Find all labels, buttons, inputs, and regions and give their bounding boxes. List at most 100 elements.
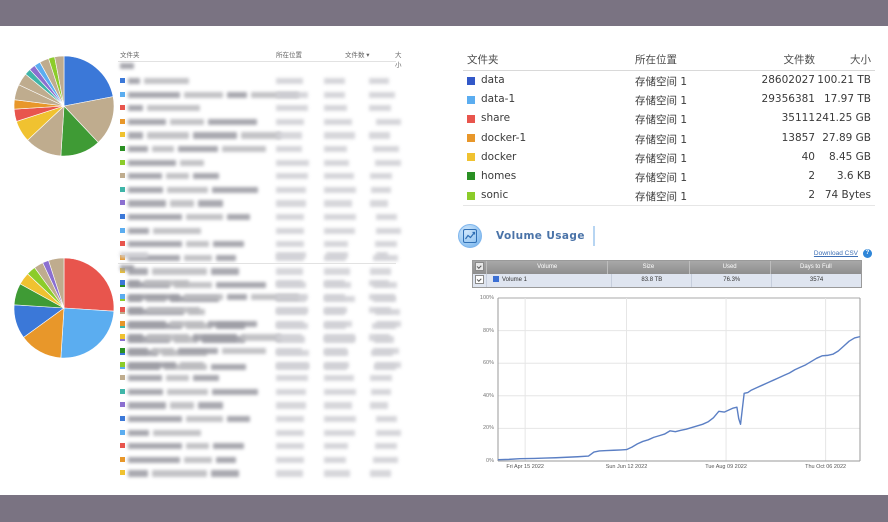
cell-file-count: 29356381: [761, 93, 815, 106]
volume-usage-tab[interactable]: Volume Usage: [488, 226, 595, 246]
left-column-header[interactable]: 所在位置: [276, 52, 302, 59]
column-header-size[interactable]: 大小: [850, 54, 871, 66]
left-column-header[interactable]: 大小: [395, 52, 402, 69]
redacted-text: [144, 280, 189, 287]
redacted-text: [222, 146, 266, 153]
redacted-text: [369, 293, 395, 300]
left-table-row[interactable]: [118, 358, 401, 372]
y-axis-tick-label: 60%: [482, 360, 494, 367]
row-color-swatch: [467, 134, 475, 143]
redacted-text: [370, 402, 389, 409]
select-all-checkbox-cell[interactable]: [473, 261, 487, 274]
left-table-row[interactable]: [118, 237, 398, 251]
column-header-volume-used[interactable]: Used: [690, 261, 771, 274]
left-column-header[interactable]: 文件数 ▾: [345, 52, 370, 59]
redacted-text: [169, 118, 204, 125]
redacted-text: [169, 402, 194, 409]
left-table-row[interactable]: [118, 183, 396, 197]
cell-location: 存储空间 1: [635, 191, 688, 204]
info-help-icon[interactable]: ?: [863, 249, 872, 258]
redacted-text: [128, 105, 144, 112]
redacted-text: [226, 91, 248, 98]
left-column-header[interactable]: 文件夹: [120, 52, 140, 59]
redacted-text: [369, 91, 395, 98]
cell-volume-used: 76.3%: [692, 274, 773, 287]
left-table-row[interactable]: [118, 88, 396, 102]
redacted-text: [128, 361, 177, 368]
table-row[interactable]: homes 存储空间 1 2 3.6 KB: [463, 167, 875, 186]
redacted-text: [375, 214, 398, 221]
redacted-text: [372, 348, 399, 355]
left-table-row[interactable]: [118, 276, 396, 290]
pie-slice: [63, 96, 115, 143]
download-csv-link[interactable]: Download CSV: [813, 250, 858, 257]
table-row[interactable]: docker 存储空间 1 40 8.45 GB: [463, 148, 875, 167]
folder-size-pie-chart-top: [13, 55, 115, 157]
redacted-text: [324, 348, 347, 355]
column-header-days-to-full[interactable]: Days to Full: [800, 264, 832, 270]
cell-folder-name: docker: [481, 150, 517, 163]
cell-size: 27.89 GB: [822, 131, 871, 144]
left-table-row[interactable]: [118, 224, 401, 238]
redacted-text: [371, 388, 392, 395]
page-content: 文件夹 所在位置 文件数 ▾ 大小 文件夹 所在位置 文件数 大小 data 存储空间 …: [0, 26, 888, 495]
left-table-row[interactable]: [118, 74, 396, 88]
redacted-text: [211, 268, 239, 275]
redacted-text: [370, 200, 389, 207]
left-table-row[interactable]: [118, 412, 398, 426]
left-table-row[interactable]: [118, 142, 399, 156]
row-color-swatch: [120, 227, 125, 233]
left-table-row[interactable]: [118, 115, 401, 129]
y-axis-tick-label: 80%: [482, 327, 494, 334]
redacted-text: [276, 456, 304, 463]
left-table-row[interactable]: [118, 196, 396, 210]
row-color-swatch: [120, 159, 125, 165]
redacted-text: [251, 91, 300, 98]
left-table-row[interactable]: [118, 344, 399, 358]
left-table-row[interactable]: [118, 439, 398, 453]
row-checkbox-cell[interactable]: [473, 274, 487, 287]
left-table-row[interactable]: [118, 303, 396, 317]
volume-table-row[interactable]: Volume 1 83.8 TB 76.3% 3574: [473, 274, 861, 287]
left-table-row[interactable]: [118, 317, 401, 331]
left-table-row[interactable]: [118, 385, 396, 399]
left-table-row[interactable]: [118, 210, 398, 224]
left-table-row[interactable]: [118, 426, 401, 440]
redacted-text: [153, 429, 202, 436]
left-table-row[interactable]: [118, 169, 396, 183]
y-axis-tick-label: 100%: [479, 295, 494, 301]
left-table-row[interactable]: [118, 453, 399, 467]
redacted-text: [324, 443, 349, 450]
y-axis-tick-label: 0%: [486, 458, 494, 464]
table-row[interactable]: data 存储空间 1 28602027 100.21 TB: [463, 71, 875, 90]
left-table-row[interactable]: [118, 398, 396, 412]
left-table-row[interactable]: [118, 101, 396, 115]
redacted-text: [375, 227, 401, 234]
redacted-text: [207, 320, 257, 327]
redacted-text: [276, 375, 308, 382]
left-table-row[interactable]: [118, 128, 396, 142]
cell-folder-name: data: [481, 74, 505, 86]
left-table-row[interactable]: [118, 156, 401, 170]
table-row[interactable]: data-1 存储空间 1 29356381 17.97 TB: [463, 90, 875, 109]
folder-usage-table: 文件夹 所在位置 文件数 大小 data 存储空间 1 28602027 100.21…: [463, 48, 875, 207]
column-header-folder[interactable]: 文件夹: [467, 54, 499, 66]
left-table-row[interactable]: [118, 290, 396, 304]
table-row[interactable]: docker-1 存储空间 1 13857 27.89 GB: [463, 129, 875, 148]
row-color-swatch: [120, 361, 125, 367]
left-table-row[interactable]: [118, 330, 396, 344]
redacted-text: [372, 146, 399, 153]
table-row[interactable]: share 存储空间 1 35111 241.25 GB: [463, 109, 875, 128]
column-header-location[interactable]: 所在位置: [635, 54, 677, 66]
column-header-volume[interactable]: Volume: [487, 261, 609, 274]
table-row[interactable]: sonic 存储空间 1 2 74 Bytes: [463, 186, 875, 205]
row-checkbox[interactable]: [475, 274, 484, 284]
redacted-text: [324, 173, 354, 180]
left-table-row[interactable]: [118, 371, 396, 385]
redacted-text: [373, 456, 399, 463]
column-header-volume-size[interactable]: Size: [608, 261, 690, 274]
column-header-file-count[interactable]: 文件数: [783, 54, 816, 66]
left-table-row[interactable]: [118, 466, 396, 480]
select-all-checkbox[interactable]: [475, 261, 484, 271]
x-axis-tick-label: Fri Apr 15 2022: [506, 464, 544, 470]
